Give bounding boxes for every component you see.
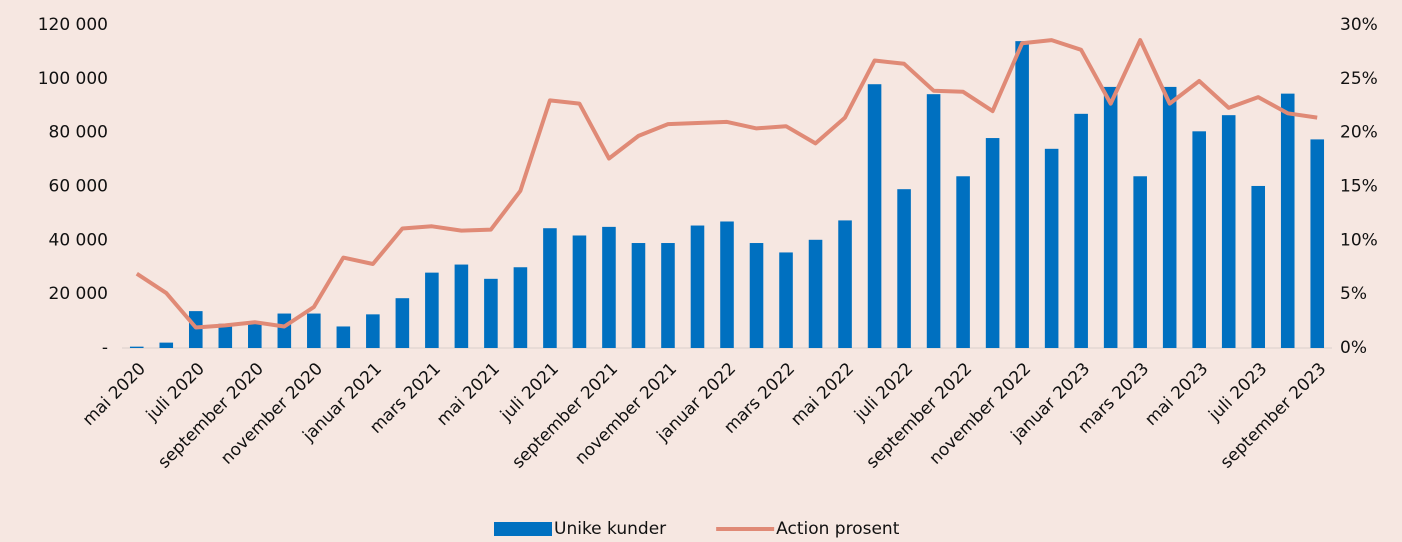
bar xyxy=(1162,86,1177,349)
bar xyxy=(248,323,262,348)
y-tick-label: - xyxy=(102,338,108,358)
bar xyxy=(129,346,144,348)
x-tick-label: november 2020 xyxy=(217,359,327,469)
bar xyxy=(602,226,616,348)
bar xyxy=(1074,113,1088,348)
bar xyxy=(1192,131,1206,348)
bar xyxy=(218,323,233,348)
bar xyxy=(395,298,410,348)
x-tick-label: september 2023 xyxy=(1217,359,1331,473)
x-tick-label: september 2020 xyxy=(154,359,268,473)
y-tick-label: 100 000 xyxy=(38,69,108,89)
y-tick-label: 80 000 xyxy=(49,123,108,143)
bar xyxy=(779,252,793,348)
y2-tick-label: 20% xyxy=(1340,123,1378,143)
bar xyxy=(1044,148,1059,348)
bar xyxy=(926,94,941,348)
legend-label: Unike kunder xyxy=(554,519,666,539)
bar xyxy=(720,221,734,348)
y2-tick-label: 15% xyxy=(1340,177,1378,197)
y2-tick-label: 5% xyxy=(1340,284,1367,304)
bar xyxy=(1103,86,1118,349)
bar xyxy=(897,189,911,348)
bar xyxy=(1251,185,1266,348)
legend-swatch xyxy=(494,522,552,536)
bar xyxy=(484,278,498,348)
bar xyxy=(572,235,587,348)
bar xyxy=(454,264,469,348)
x-tick-label: november 2021 xyxy=(571,359,681,469)
bar xyxy=(1015,41,1029,349)
y-tick-label: 120 000 xyxy=(38,15,108,35)
x-tick-label: mai 2023 xyxy=(1141,359,1212,430)
bar xyxy=(277,313,292,348)
bar xyxy=(690,225,705,348)
bar xyxy=(1221,115,1236,348)
bar xyxy=(1280,93,1295,348)
x-tick-label: september 2021 xyxy=(508,359,622,473)
bar xyxy=(159,342,174,348)
bar xyxy=(749,243,764,348)
bar xyxy=(1133,176,1147,348)
x-tick-label: mai 2020 xyxy=(79,359,150,430)
y2-tick-label: 25% xyxy=(1340,69,1378,89)
bar xyxy=(336,326,351,348)
bar xyxy=(808,239,823,348)
bar xyxy=(661,243,675,348)
bar xyxy=(985,138,1000,348)
x-tick-label: september 2022 xyxy=(863,359,977,473)
y2-tick-label: 0% xyxy=(1340,338,1367,358)
bar xyxy=(307,313,321,348)
bar xyxy=(838,220,852,348)
x-tick-label: mai 2022 xyxy=(787,359,858,430)
bar xyxy=(1310,139,1325,348)
y-tick-label: 40 000 xyxy=(49,230,108,250)
bar xyxy=(513,267,528,348)
legend-label: Action prosent xyxy=(776,519,900,539)
y-tick-label: 60 000 xyxy=(49,177,108,197)
bar xyxy=(425,272,439,348)
bar xyxy=(188,311,203,348)
bar xyxy=(366,314,380,348)
bar xyxy=(867,84,882,348)
y2-tick-label: 10% xyxy=(1340,230,1378,250)
y2-tick-label: 30% xyxy=(1340,15,1378,35)
x-tick-label: mai 2021 xyxy=(433,359,504,430)
bar xyxy=(956,176,970,348)
x-tick-label: november 2022 xyxy=(925,359,1035,469)
line xyxy=(135,38,1318,330)
bar xyxy=(543,228,557,348)
bar xyxy=(631,243,646,348)
y-tick-label: 20 000 xyxy=(49,284,108,304)
